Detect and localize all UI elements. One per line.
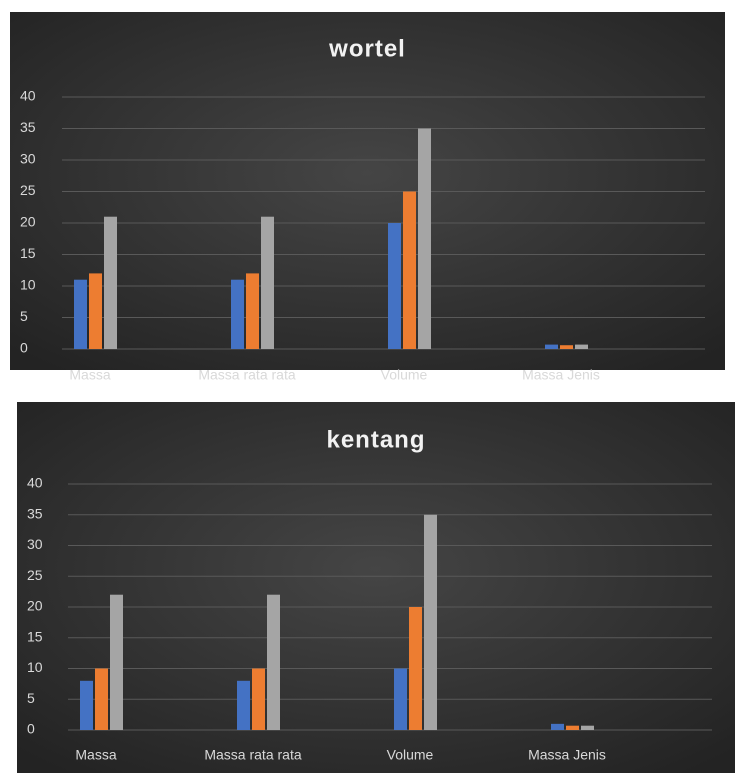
- bar: [95, 668, 108, 730]
- y-tick-label: 20: [20, 214, 36, 230]
- y-tick-label: 10: [20, 277, 36, 293]
- bar: [388, 223, 401, 349]
- bar: [418, 128, 431, 349]
- bar: [551, 723, 564, 730]
- y-tick-label: 5: [20, 308, 28, 324]
- x-tick-label: Massa: [69, 367, 110, 383]
- y-tick-label: 30: [20, 151, 36, 167]
- bar: [261, 216, 274, 349]
- y-tick-label: 25: [27, 567, 43, 583]
- chart-title: kentang: [326, 426, 425, 453]
- bar: [74, 279, 87, 349]
- y-tick-label: 0: [20, 340, 28, 356]
- bar: [545, 344, 558, 349]
- y-tick-label: 40: [20, 88, 36, 104]
- y-tick-label: 35: [20, 119, 36, 135]
- bar: [246, 273, 259, 349]
- bar: [403, 191, 416, 349]
- chart-title: wortel: [328, 35, 406, 62]
- x-tick-label: Massa rata rata: [198, 367, 295, 383]
- bar: [424, 514, 437, 730]
- x-tick-label: Massa: [75, 747, 116, 763]
- bar: [231, 279, 244, 349]
- y-tick-label: 25: [20, 182, 36, 198]
- bar: [252, 668, 265, 730]
- bar: [394, 668, 407, 730]
- x-tick-label: Massa Jenis: [528, 747, 606, 763]
- bar: [237, 680, 250, 730]
- bar: [560, 345, 573, 349]
- y-tick-label: 30: [27, 536, 43, 552]
- y-tick-label: 15: [20, 245, 36, 261]
- x-tick-label: Massa rata rata: [204, 747, 301, 763]
- x-tick-label: Volume: [387, 747, 434, 763]
- y-tick-label: 0: [27, 721, 35, 737]
- y-tick-label: 40: [27, 475, 43, 491]
- y-tick-label: 15: [27, 628, 43, 644]
- x-tick-label: Massa Jenis: [522, 367, 600, 383]
- bar: [581, 725, 594, 730]
- chart-background: [17, 402, 735, 773]
- chart: wortel 0 5 10 15 20 25 30 35 40 Massa Massa rata ra…: [10, 12, 725, 383]
- bar: [566, 725, 579, 730]
- y-tick-label: 35: [27, 505, 43, 521]
- bar: [267, 594, 280, 730]
- x-tick-label: Volume: [381, 367, 428, 383]
- y-tick-label: 20: [27, 598, 43, 614]
- bar: [409, 607, 422, 730]
- bar: [104, 216, 117, 349]
- bar: [80, 680, 93, 730]
- chart: kentang 0 5 10 15 20 25 30 35 40 Massa Massa rata r…: [17, 402, 735, 773]
- bar: [89, 273, 102, 349]
- y-tick-label: 10: [27, 659, 43, 675]
- bar: [575, 344, 588, 349]
- y-tick-label: 5: [27, 690, 35, 706]
- bar: [110, 594, 123, 730]
